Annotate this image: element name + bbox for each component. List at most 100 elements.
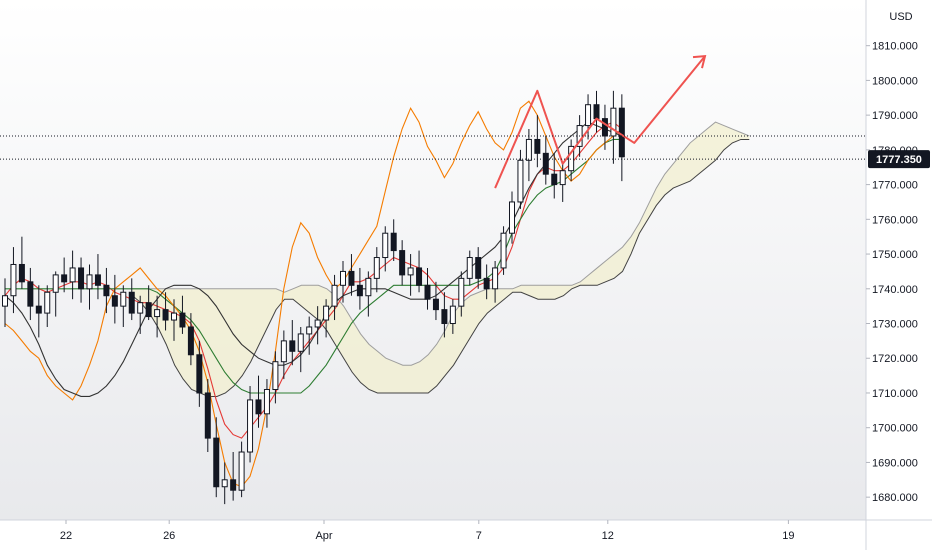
candle-body xyxy=(373,257,380,279)
y-tick-label: 1730.000 xyxy=(872,319,918,331)
candle-body xyxy=(601,118,608,137)
y-tick-label: 1720.000 xyxy=(872,353,918,365)
candle-body xyxy=(103,284,110,297)
y-tick-label: 1740.000 xyxy=(872,284,918,296)
pattern-annotation xyxy=(494,54,707,189)
candle-body xyxy=(331,284,338,307)
ichimoku-cloud-edge-top xyxy=(132,121,750,366)
candle-body xyxy=(247,399,254,453)
candle-body xyxy=(27,281,34,307)
candle-body xyxy=(204,392,211,439)
candle-body xyxy=(306,326,313,335)
candle-body xyxy=(230,479,237,491)
indicator-line xyxy=(4,100,623,488)
candle-body xyxy=(44,291,51,314)
candle-body xyxy=(78,267,85,290)
candle-body xyxy=(280,340,287,363)
candle-body xyxy=(525,138,532,161)
x-tick-label: 22 xyxy=(60,530,72,542)
candle-body xyxy=(449,305,456,325)
candle-body xyxy=(424,284,431,300)
candle-body xyxy=(213,437,220,488)
pattern-arrow-head xyxy=(692,54,707,69)
candle-body xyxy=(120,291,127,307)
candle-body xyxy=(542,152,549,175)
candle-body xyxy=(432,298,439,311)
candle-body xyxy=(500,232,507,269)
candle-body xyxy=(559,170,566,186)
candle-body xyxy=(289,340,296,352)
current-price-badge-bg xyxy=(868,150,930,169)
candle-body xyxy=(18,263,25,283)
price-level-lines xyxy=(0,135,866,160)
y-tick-label: 1690.000 xyxy=(872,457,918,469)
candle-body xyxy=(399,250,406,276)
pattern-zigzag xyxy=(494,55,706,189)
x-tick-label: 7 xyxy=(476,530,482,542)
candle-body xyxy=(187,326,194,356)
candles xyxy=(2,90,625,505)
candle-body xyxy=(340,270,346,286)
candle-body xyxy=(10,263,17,297)
candle-body xyxy=(365,277,372,297)
x-tick-label: 12 xyxy=(602,530,614,542)
candle-body xyxy=(441,309,448,325)
candle-body xyxy=(137,302,144,314)
candle-body xyxy=(145,302,152,318)
candle-body xyxy=(492,267,499,290)
candle-body xyxy=(475,257,482,279)
candle-body xyxy=(390,232,397,252)
candle-body xyxy=(111,295,118,307)
candle-body xyxy=(517,159,524,203)
candle-body xyxy=(94,274,101,286)
candle-body xyxy=(466,257,473,279)
candle-body xyxy=(407,267,414,276)
candle-body xyxy=(221,479,228,488)
x-tick-label: Apr xyxy=(315,530,332,542)
candle-body xyxy=(69,267,76,283)
current-price-label: 1777.350 xyxy=(876,154,922,166)
y-tick-label: 1810.000 xyxy=(872,41,918,53)
candle-body xyxy=(86,274,93,290)
y-axis[interactable]: 1680.000 1690.000 1700.000 1710.000 1720.000… xyxy=(866,41,918,504)
candle-body xyxy=(255,399,262,415)
candle-body xyxy=(52,274,59,293)
candle-body xyxy=(162,309,169,321)
candle-body xyxy=(382,232,389,259)
candle-body xyxy=(348,270,355,286)
candle-body xyxy=(314,319,321,328)
candle-body xyxy=(179,312,186,328)
candle-body xyxy=(483,277,490,290)
candle-body xyxy=(509,201,515,234)
x-axis[interactable]: 2226Apr7121926May xyxy=(60,520,932,542)
y-tick-label: 1760.000 xyxy=(872,214,918,226)
ichimoku-cloud-fill xyxy=(132,122,750,397)
candle-body xyxy=(196,354,203,394)
candle-body xyxy=(128,291,135,314)
candle-body xyxy=(534,138,541,154)
y-tick-label: 1750.000 xyxy=(872,249,918,261)
candle-body xyxy=(458,277,465,307)
candle-body xyxy=(238,451,245,491)
candle-body xyxy=(171,312,177,321)
candle-body xyxy=(154,309,161,318)
y-tick-label: 1680.000 xyxy=(872,492,918,504)
candle-body xyxy=(593,104,600,120)
x-tick-label: 26 xyxy=(163,530,175,542)
candle-body xyxy=(61,274,68,283)
candle-body xyxy=(618,107,625,158)
candle-body xyxy=(585,104,592,127)
candle-body xyxy=(356,284,363,297)
current-price-badge: 1777.350 xyxy=(868,150,930,169)
candle-body xyxy=(272,361,279,390)
y-tick-label: 1770.000 xyxy=(872,180,918,192)
plot-background xyxy=(0,0,866,520)
y-axis-unit: USD xyxy=(889,11,912,23)
candle-body xyxy=(568,145,575,172)
y-tick-label: 1790.000 xyxy=(872,110,918,122)
candle-body xyxy=(551,173,558,186)
y-tick-label: 1710.000 xyxy=(872,388,918,400)
indicator-line xyxy=(4,121,623,397)
